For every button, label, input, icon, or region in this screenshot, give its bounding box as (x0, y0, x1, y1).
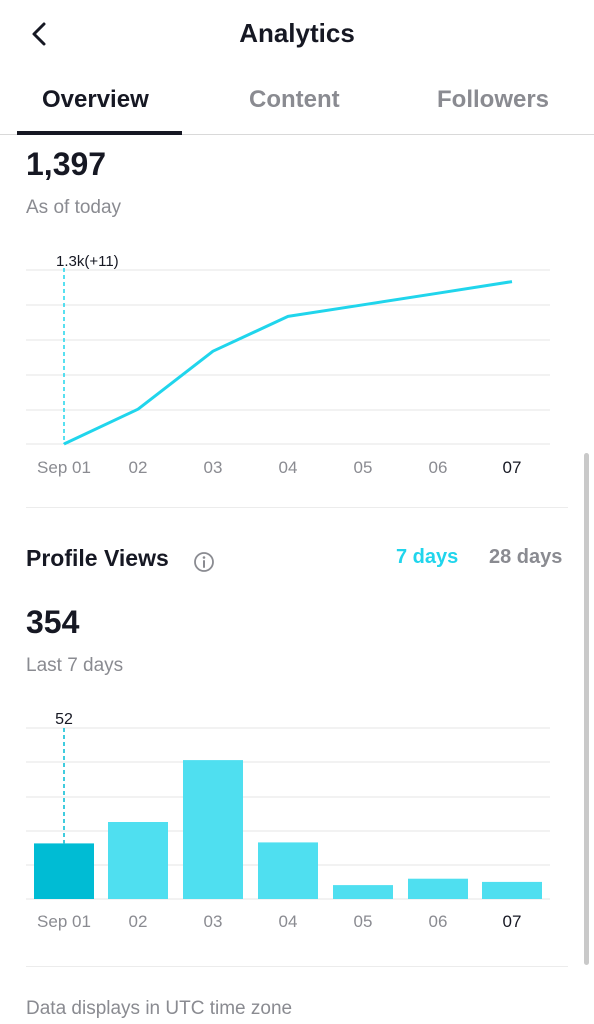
scrollbar[interactable] (584, 453, 589, 965)
profile-views-total: 354 (26, 604, 80, 640)
bar (333, 885, 393, 899)
x-tick-label: 05 (354, 912, 373, 931)
tabs-divider (0, 134, 594, 135)
x-tick-label: Sep 01 (37, 912, 91, 931)
x-tick-label: 02 (129, 912, 148, 931)
info-icon[interactable] (192, 550, 216, 574)
x-tick-label: 02 (129, 458, 148, 477)
followers-total: 1,397 (26, 146, 107, 182)
x-tick-label: 03 (204, 458, 223, 477)
profile-views-caption: Last 7 days (26, 655, 124, 676)
bar (258, 842, 318, 899)
x-tick-label: 06 (429, 458, 448, 477)
x-tick-label: 04 (279, 458, 298, 477)
x-tick-label: 04 (279, 912, 298, 931)
range-7-days-button[interactable]: 7 days (396, 546, 459, 568)
back-chevron-icon[interactable] (22, 16, 58, 52)
tab-overview[interactable]: Overview (42, 86, 149, 113)
followers-line-chart: 1.3k(+11) Sep 01 02 03 04 05 06 07 (26, 253, 550, 477)
x-tick-label: 07 (503, 458, 522, 477)
profile-views-title: Profile Views (26, 545, 169, 571)
followers-caption: As of today (26, 197, 122, 218)
x-tick-label: Sep 01 (37, 458, 91, 477)
bar (34, 843, 94, 899)
tab-followers[interactable]: Followers (437, 86, 550, 113)
tab-content[interactable]: Content (249, 86, 340, 113)
series-line (63, 280, 513, 446)
tooltip-label: 52 (55, 711, 73, 728)
x-tick-label: 06 (429, 912, 448, 931)
timezone-note: Data displays in UTC time zone (26, 998, 293, 1019)
x-tick-label: 05 (354, 458, 373, 477)
bar (408, 878, 468, 899)
bar (482, 881, 542, 899)
x-tick-label: 07 (503, 912, 522, 931)
page-title: Analytics (239, 18, 355, 48)
section-divider (26, 966, 568, 967)
bar (183, 760, 243, 899)
active-tab-indicator (17, 131, 182, 135)
section-divider (26, 507, 568, 508)
range-28-days-button[interactable]: 28 days (489, 546, 563, 568)
tooltip-label: 1.3k(+11) (56, 253, 119, 270)
profile-views-bar-chart: 52 Sep 01 02 03 04 05 06 07 (26, 711, 550, 931)
bar (108, 822, 168, 899)
x-tick-label: 03 (204, 912, 223, 931)
